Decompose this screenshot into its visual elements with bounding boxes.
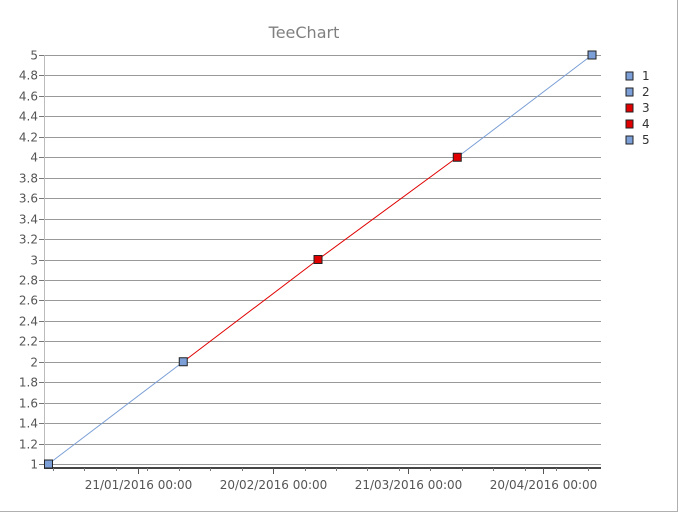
y-tick-label: 4.6	[19, 90, 38, 104]
legend-label: 4	[642, 117, 650, 131]
y-tick-label: 3.2	[19, 233, 38, 247]
y-tick-label: 4	[30, 151, 38, 165]
y-axis: 1 1.2 1.4 1.6 1.8 2 2.2 2.4 2.6 2.8 3 3.2 3.4 3.6 3.8 4…	[19, 49, 45, 472]
y-tick-label: 1.6	[19, 397, 38, 411]
y-tick-label: 2.2	[19, 335, 38, 349]
grid-lines	[44, 55, 601, 465]
y-tick-label: 1	[30, 458, 38, 472]
legend-swatch	[625, 119, 634, 129]
data-series	[43, 50, 597, 469]
x-axis: 21/01/2016 00:00 20/02/2016 00:00 21/03/20…	[44, 467, 601, 492]
legend-label: 2	[642, 85, 650, 99]
legend-label: 1	[642, 69, 650, 83]
legend-label: 5	[642, 133, 650, 147]
y-tick-label: 3.6	[19, 192, 38, 206]
x-tick-label: 20/02/2016 00:00	[220, 478, 328, 492]
data-point-marker	[587, 50, 597, 60]
legend-label: 3	[642, 101, 650, 115]
legend-swatch	[625, 87, 634, 97]
y-tick-label: 2.6	[19, 294, 38, 308]
series-line-segment	[182, 259, 319, 363]
y-tick-label: 3.8	[19, 172, 38, 186]
y-tick-label: 1.2	[19, 438, 38, 452]
x-tick-label: 21/03/2016 00:00	[355, 478, 463, 492]
series-line-segment	[48, 361, 184, 465]
x-tick-label: 21/01/2016 00:00	[85, 478, 193, 492]
x-tick-label: 20/04/2016 00:00	[490, 478, 598, 492]
series-line-segment	[456, 54, 593, 158]
legend-swatch	[625, 71, 634, 81]
y-tick-label: 2	[30, 356, 38, 370]
y-tick-label: 2.4	[19, 315, 38, 329]
y-tick-label: 1.8	[19, 376, 38, 390]
y-tick-label: 1.4	[19, 417, 38, 431]
y-tick-label: 4.8	[19, 69, 38, 83]
series-line-segment	[317, 156, 458, 260]
chart-title: TeeChart	[268, 23, 340, 42]
legend: 1 2 3 4 5	[625, 69, 650, 147]
y-tick-label: 2.8	[19, 274, 38, 288]
y-tick-label: 5	[30, 49, 38, 63]
y-tick-label: 4.2	[19, 131, 38, 145]
legend-swatch	[625, 135, 634, 145]
data-point-marker	[178, 357, 188, 367]
data-point-marker	[43, 459, 53, 469]
data-point-marker	[313, 255, 323, 264]
y-tick-label: 3.4	[19, 213, 38, 227]
data-point-marker	[452, 152, 462, 162]
legend-swatch	[625, 103, 634, 113]
y-tick-label: 4.4	[19, 110, 38, 124]
y-tick-label: 3	[30, 254, 38, 268]
